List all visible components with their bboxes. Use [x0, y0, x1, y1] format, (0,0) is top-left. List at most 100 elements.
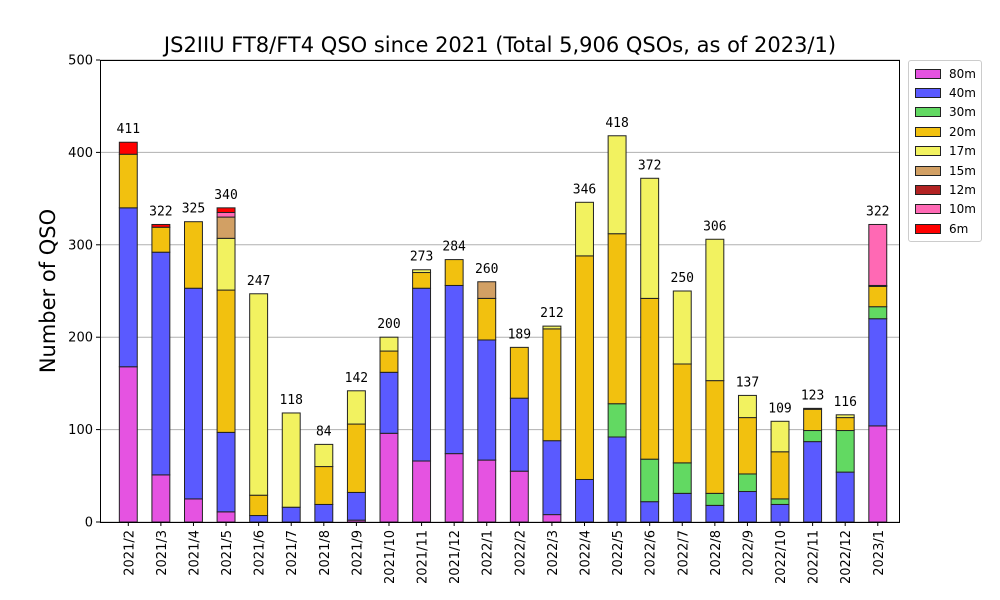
bar-segment-17m — [705, 238, 725, 382]
legend-item-40m: 40m — [909, 83, 981, 102]
bar-segment-40m — [346, 491, 366, 521]
bar-segment-6m — [118, 141, 138, 155]
total-label: 212 — [540, 306, 563, 321]
x-tick-label: 2022/11 — [807, 530, 822, 584]
bar-segment-20m — [412, 272, 432, 289]
bar-segment-17m — [542, 325, 562, 330]
bar-segment-40m — [737, 491, 757, 523]
bar-segment-20m — [868, 285, 888, 308]
bar-segment-20m — [184, 221, 203, 289]
bar-segment-17m — [835, 414, 855, 419]
legend-label: 80m — [949, 66, 976, 81]
bar-segment-40m — [314, 503, 334, 523]
legend-swatch — [915, 165, 941, 176]
bar-segment-10m — [216, 211, 236, 218]
legend-label: 15m — [949, 163, 976, 178]
bar-segment-80m — [379, 432, 399, 523]
y-tick-label: 500 — [68, 54, 93, 69]
bar-segment-10m — [868, 223, 888, 286]
bar-segment-20m — [640, 297, 660, 460]
bar-segment-80m — [542, 514, 562, 523]
bar-segment-40m — [640, 501, 660, 523]
legend-swatch — [915, 68, 941, 79]
bar-segment-17m — [314, 443, 334, 468]
bar-segment-40m — [542, 440, 562, 516]
bar-segment-17m — [575, 201, 594, 257]
legend-swatch — [915, 223, 941, 234]
legend-item-30m: 30m — [909, 103, 981, 122]
x-tick-label: 2021/7 — [285, 530, 300, 576]
legend-label: 17m — [949, 144, 976, 159]
bar-segment-17m — [640, 177, 660, 299]
bar-segment-80m — [868, 425, 888, 523]
bar-segment-30m — [737, 473, 757, 493]
chart-title: JS2IIU FT8/FT4 QSO since 2021 (Total 5,9… — [162, 33, 836, 57]
x-tick-label: 2021/8 — [318, 530, 333, 576]
x-tick-label: 2022/6 — [644, 530, 659, 576]
legend-swatch — [915, 204, 941, 215]
total-label: 109 — [768, 401, 791, 416]
legend-swatch — [915, 126, 941, 137]
bar-segment-17m — [803, 407, 823, 410]
bar-segment-6m — [216, 207, 236, 213]
legend: 80m 40m 30m 20m 17m 15m 12m 10m 6m — [908, 60, 982, 242]
bar-segment-80m — [151, 474, 171, 523]
x-tick-label: 2022/3 — [546, 530, 561, 576]
bar-segment-17m — [412, 269, 432, 274]
bar-segment-40m — [444, 284, 464, 455]
bar-segment-20m — [118, 153, 138, 209]
bar-segment-30m — [835, 430, 855, 473]
legend-label: 30m — [949, 105, 976, 120]
bar-segment-40m — [607, 436, 627, 523]
total-label: 142 — [345, 371, 368, 386]
bar-segment-17m — [216, 237, 236, 291]
bar-segment-20m — [575, 255, 594, 480]
plot-frame — [100, 60, 900, 523]
x-tick-label: 2022/4 — [579, 530, 594, 576]
bar-segment-20m — [346, 423, 366, 493]
bar-segment-40m — [672, 492, 692, 523]
bar-segment-40m — [477, 339, 497, 461]
total-label: 247 — [247, 274, 270, 289]
x-tick-label: 2021/9 — [350, 530, 365, 576]
bar-segment-17m — [346, 390, 366, 425]
total-label: 273 — [410, 250, 433, 265]
bar-segment-30m — [672, 462, 692, 494]
legend-swatch — [915, 146, 941, 157]
bar-segment-40m — [281, 506, 301, 523]
bar-segment-40m — [379, 371, 399, 434]
x-tick-label: 2021/5 — [220, 530, 235, 576]
total-label: 260 — [475, 262, 498, 277]
x-tick-label: 2023/1 — [872, 530, 887, 576]
bar-segment-30m — [705, 492, 725, 506]
x-axis: 2021/2 2021/3 2021/4 2021/5 2021/6 2021/7 2021… — [122, 522, 887, 584]
x-tick-label: 2022/1 — [481, 530, 496, 576]
legend-item-12m: 12m — [909, 180, 981, 199]
bar-segment-17m — [379, 336, 399, 352]
bar-segment-6m — [151, 223, 171, 228]
bar-segment-20m — [151, 226, 171, 253]
legend-swatch — [915, 107, 941, 118]
total-label: 325 — [182, 202, 205, 217]
bar-segment-40m — [216, 431, 236, 513]
bar-segment-20m — [249, 494, 269, 517]
x-tick-label: 2021/4 — [187, 530, 202, 576]
bar-segment-80m — [216, 511, 236, 523]
y-tick-label: 100 — [68, 423, 93, 438]
y-axis-label: Number of QSO — [36, 209, 60, 373]
bar-segment-80m — [477, 459, 497, 523]
total-label: 306 — [703, 219, 726, 234]
x-tick-label: 2021/2 — [122, 530, 137, 576]
bar-segment-20m — [216, 289, 236, 433]
x-tick-label: 2022/5 — [611, 530, 626, 576]
bar-segment-20m — [542, 328, 562, 442]
total-label: 118 — [279, 393, 302, 408]
legend-item-20m: 20m — [909, 122, 981, 141]
bar-segment-30m — [868, 306, 888, 320]
bar-segment-15m — [216, 216, 236, 239]
x-tick-label: 2021/6 — [253, 530, 268, 576]
bar-segment-40m — [509, 397, 529, 472]
total-label: 116 — [833, 395, 856, 410]
bar-segment-20m — [314, 466, 334, 505]
legend-item-10m: 10m — [909, 200, 981, 219]
